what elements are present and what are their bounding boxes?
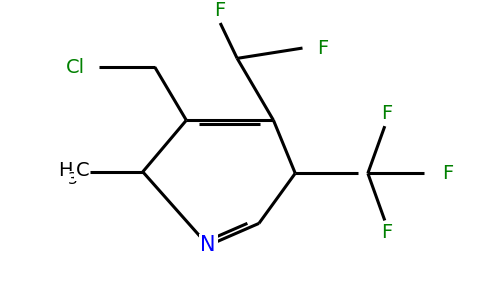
Text: C: C — [76, 161, 89, 180]
Text: N: N — [200, 236, 216, 256]
Text: F: F — [317, 39, 329, 58]
Text: F: F — [214, 1, 226, 20]
Text: F: F — [442, 164, 454, 183]
Text: 3: 3 — [68, 172, 77, 187]
Text: Cl: Cl — [65, 58, 85, 77]
Text: H: H — [58, 161, 73, 180]
Text: F: F — [381, 104, 393, 123]
Text: F: F — [381, 223, 393, 242]
